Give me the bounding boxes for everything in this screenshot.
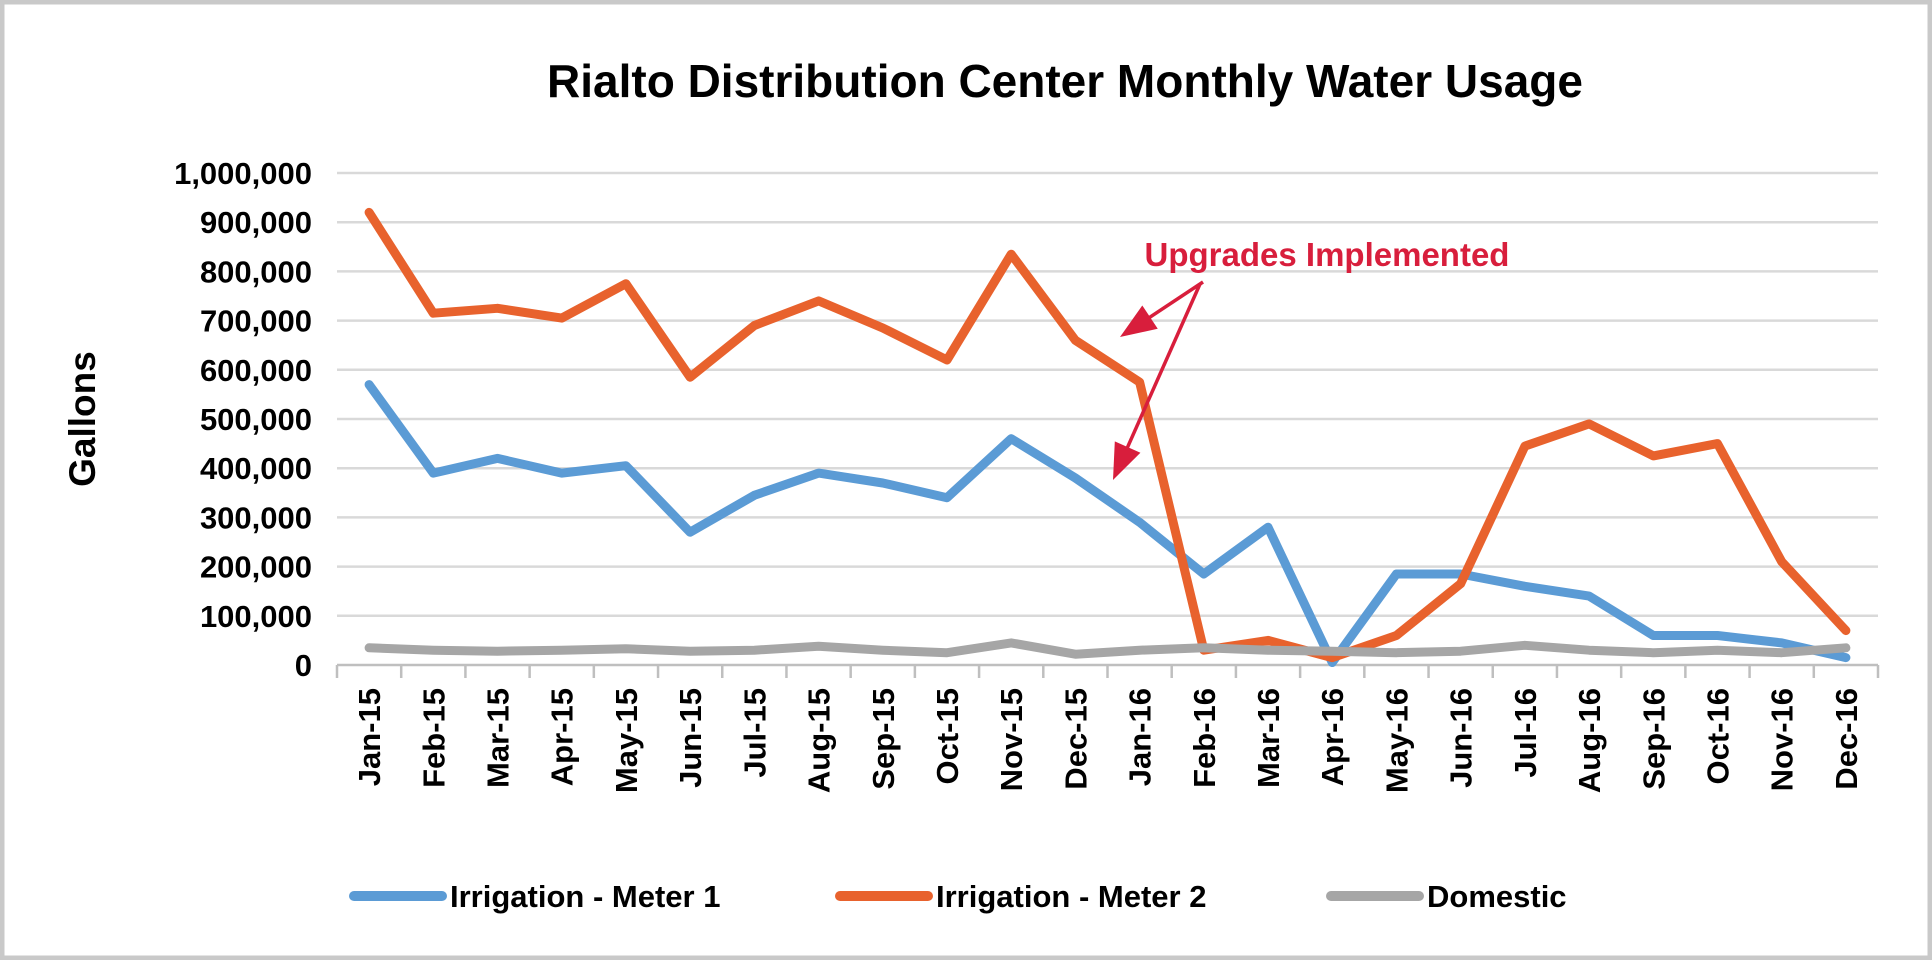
- x-tick-labels: Jan-15 Feb-15 Mar-15 Apr-15 May-15 Jun-15 Jul-…: [352, 688, 1864, 793]
- x-tick-label: Oct-15: [930, 688, 965, 784]
- y-tick-label: 200,000: [200, 550, 312, 585]
- x-tick-label: Nov-16: [1765, 688, 1800, 791]
- legend-item-meter1: Irrigation - Meter 1: [349, 879, 720, 914]
- x-tick-label: Feb-16: [1187, 688, 1222, 788]
- y-tick-label: 600,000: [200, 353, 312, 388]
- x-tick-label: Mar-15: [481, 688, 516, 788]
- x-tick-label: Aug-16: [1572, 688, 1607, 793]
- series-line-irrigation-meter-1: [364, 380, 1851, 667]
- x-tick-label: Jul-15: [737, 688, 772, 778]
- chart-title: Rialto Distribution Center Monthly Water…: [547, 55, 1583, 107]
- y-axis-title: Gallons: [62, 351, 103, 487]
- x-tick-label: Nov-15: [994, 688, 1029, 791]
- x-tick-label: Jun-15: [673, 688, 708, 788]
- annotation-arrow-line: [1144, 280, 1204, 322]
- annotation-arrows: [1113, 280, 1204, 480]
- y-tick-label: 300,000: [200, 500, 312, 535]
- x-tick-label: Dec-16: [1829, 688, 1864, 790]
- x-tick-label: Feb-15: [416, 688, 451, 788]
- y-tick-label: 500,000: [200, 402, 312, 437]
- y-tick-label: 0: [295, 648, 312, 683]
- x-tick-label: Sep-15: [866, 688, 901, 790]
- legend-item-meter2: Irrigation - Meter 2: [835, 879, 1206, 914]
- x-tick-label: Mar-16: [1251, 688, 1286, 788]
- y-tick-label: 1,000,000: [174, 156, 312, 191]
- y-tick-labels: 0 100,000 200,000 300,000 400,000 500,000 600,…: [174, 156, 312, 683]
- annotation-upgrades: Upgrades Implemented: [1113, 236, 1509, 480]
- annotation-arrow-head: [1113, 441, 1141, 480]
- legend-item-domestic: Domestic: [1326, 879, 1567, 914]
- series-line-domestic: [364, 638, 1851, 659]
- series-line-irrigation-meter-2: [364, 207, 1851, 663]
- x-axis: [335, 663, 1880, 678]
- legend: Irrigation - Meter 1 Irrigation - Meter …: [349, 879, 1567, 914]
- x-tick-label: Apr-15: [545, 688, 580, 786]
- x-tick-label: Jun-16: [1444, 688, 1479, 788]
- y-tick-label: 900,000: [200, 205, 312, 240]
- x-tick-label: Sep-16: [1636, 688, 1671, 790]
- y-tick-label: 100,000: [200, 599, 312, 634]
- legend-label-domestic: Domestic: [1427, 879, 1567, 914]
- y-tick-label: 400,000: [200, 451, 312, 486]
- x-tick-label: Apr-16: [1315, 688, 1350, 786]
- x-tick-label: Dec-15: [1058, 688, 1093, 790]
- x-tick-label: Jan-16: [1123, 688, 1158, 786]
- x-tick-label: Jul-16: [1508, 688, 1543, 778]
- y-tick-label: 700,000: [200, 304, 312, 339]
- x-tick-label: Jan-15: [352, 688, 387, 786]
- series-lines: [364, 207, 1851, 667]
- annotation-text: Upgrades Implemented: [1145, 236, 1510, 273]
- annotation-arrow-head: [1120, 305, 1158, 337]
- x-tick-label: May-15: [609, 688, 644, 793]
- x-tick-label: May-16: [1379, 688, 1414, 793]
- x-tick-label: Aug-15: [802, 688, 837, 793]
- legend-label-meter1: Irrigation - Meter 1: [450, 879, 720, 914]
- gridlines: [337, 171, 1878, 618]
- annotation-arrow-line: [1123, 283, 1202, 454]
- y-tick-label: 800,000: [200, 254, 312, 289]
- legend-label-meter2: Irrigation - Meter 2: [936, 879, 1206, 914]
- x-tick-label: Oct-16: [1700, 688, 1735, 784]
